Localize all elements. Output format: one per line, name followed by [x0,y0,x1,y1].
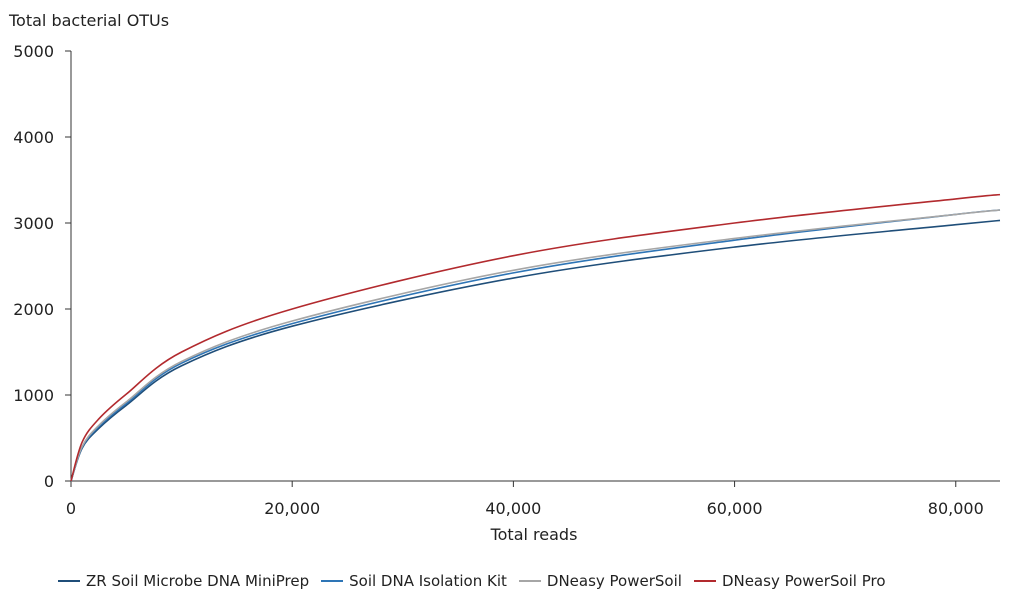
legend-swatch [321,580,344,582]
y-tick-label: 2000 [13,300,54,319]
series-line-2 [70,209,1001,482]
y-tick-label: 4000 [13,128,54,147]
legend-item: Soil DNA Isolation Kit [321,572,507,590]
y-tick-label: 3000 [13,214,54,233]
series-line-1 [70,219,1001,482]
x-tick-label: 40,000 [485,499,541,518]
legend-label: DNeasy PowerSoil Pro [721,572,886,590]
series-lines [70,193,1001,482]
legend-swatch [518,580,541,582]
legend-swatch [58,580,80,582]
x-axis: 0 20,000 40,000 60,000 80,000 [66,480,1000,518]
legend-item: ZR Soil Microbe DNA MiniPrep [58,572,309,590]
series-line-4 [70,193,1001,482]
y-tick-label: 5000 [13,42,54,61]
y-axis-title: Total bacterial OTUs [8,11,169,30]
series-line-3 [70,209,1001,482]
legend-item: DNeasy PowerSoil [518,572,682,590]
legend-swatch [693,580,716,582]
y-tick-label: 1000 [13,386,54,405]
legend-label: ZR Soil Microbe DNA MiniPrep [86,572,310,590]
x-tick-label: 0 [66,499,76,518]
x-axis-title: Total reads [490,525,578,544]
legend: ZR Soil Microbe DNA MiniPrep Soil DNA Iso… [58,571,1013,591]
legend-label: Soil DNA Isolation Kit [349,572,507,590]
y-axis: 0 1000 2000 3000 4000 5000 [13,42,72,491]
legend-label: DNeasy PowerSoil [546,572,682,590]
y-tick-label: 0 [44,472,54,491]
x-tick-label: 60,000 [707,499,763,518]
x-tick-label: 20,000 [264,499,320,518]
x-tick-label: 80,000 [928,499,984,518]
legend-item: DNeasy PowerSoil Pro [693,572,886,590]
